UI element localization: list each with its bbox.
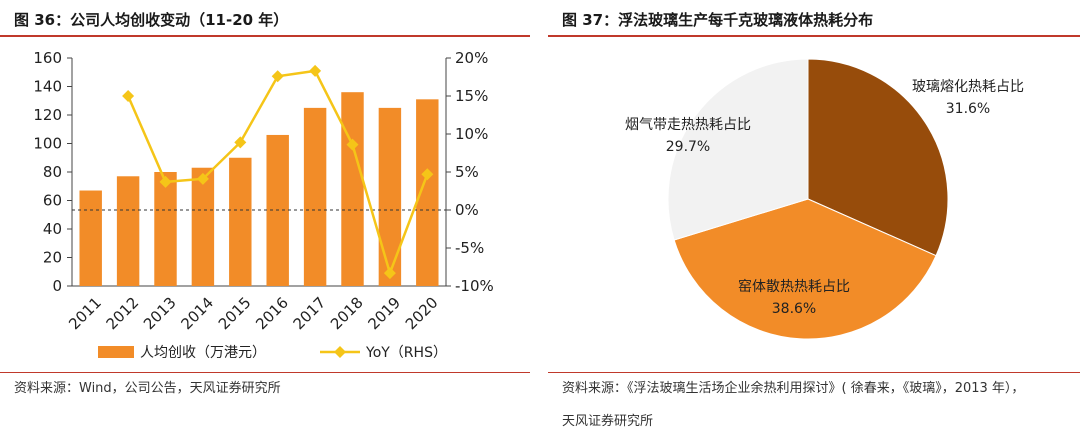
revenue-per-employee-chart: 0 20 40 60 80 100 120 140 160 -10% -5% 0% 5% 10% 15% 20… (33, 49, 494, 361)
right-tick-label: 0% (455, 201, 479, 219)
bar (416, 99, 439, 286)
right-figure-panel: 图 37：浮法玻璃生产每千克玻璃液体热耗分布 玻璃熔化热耗占比 31.6% 窑体散热… (548, 0, 1080, 435)
right-tick-label: -5% (455, 239, 484, 257)
left-tick-label: 40 (43, 220, 62, 238)
pie-slice-value: 29.7% (666, 139, 710, 155)
left-tick-label: 60 (43, 192, 62, 210)
bar (116, 176, 140, 286)
legend-bar-label: 人均创收（万港元） (140, 345, 266, 361)
yoy-point (234, 136, 247, 149)
pie-slice (667, 58, 809, 241)
x-tick-label: 2013 (140, 294, 180, 334)
pie-slice-label: 烟气带走热热耗占比 (625, 117, 751, 133)
yoy-point (271, 70, 284, 83)
x-tick-label: 2019 (364, 294, 404, 334)
figure-36-source: 资料来源：Wind，公司公告，天风证券研究所 (14, 381, 281, 396)
yoy-point (346, 138, 359, 151)
yoy-point (159, 175, 172, 188)
pie-slice (807, 58, 949, 257)
figure-37-title: 图 37：浮法玻璃生产每千克玻璃液体热耗分布 (562, 11, 874, 29)
left-figure-panel: 图 36：公司人均创收变动（11-20 年） 0 20 40 60 80 100 120 14… (0, 0, 530, 435)
pie-slice-label: 玻璃熔化热耗占比 (912, 78, 1024, 95)
title-divider (0, 35, 530, 37)
pie-slice-value: 38.6% (772, 301, 816, 317)
left-tick-label: 0 (52, 277, 62, 295)
right-tick-label: 5% (455, 163, 479, 181)
legend-line-label: YoY（RHS） (365, 345, 447, 361)
bar (154, 172, 177, 286)
pie-slice-label: 窑体散热热耗占比 (738, 278, 850, 295)
x-tick-label: 2011 (65, 294, 105, 334)
x-tick-label: 2012 (103, 294, 143, 334)
right-tick-label: -10% (455, 277, 494, 295)
legend-line-marker (334, 346, 346, 358)
yoy-point (309, 64, 322, 77)
source-divider (0, 372, 530, 373)
left-tick-label: 160 (33, 49, 62, 67)
pie-slice (673, 198, 937, 340)
figure-37-source-line2: 天风证券研究所 (562, 414, 654, 429)
left-tick-label: 20 (43, 249, 62, 267)
right-tick-label: 10% (455, 125, 488, 143)
yoy-point (383, 267, 396, 280)
x-tick-label: 2016 (252, 294, 292, 334)
yoy-point (421, 168, 434, 181)
bar (191, 167, 215, 286)
figure-37-source-line1: 资料来源：《浮法玻璃生活场企业余热利用探讨》( 徐春来，《玻璃》，2013 年）… (562, 381, 1025, 396)
x-tick-label: 2018 (327, 294, 367, 334)
yoy-point (122, 90, 135, 102)
x-tick-label: 2014 (177, 294, 217, 334)
x-tick-label: 2017 (290, 294, 330, 334)
left-tick-label: 140 (33, 78, 62, 96)
heat-consumption-pie-chart: 玻璃熔化热耗占比 31.6% 窑体散热热耗占比 38.6% 烟气带走热热耗占比 29.7% (625, 58, 1024, 340)
left-tick-label: 80 (43, 163, 62, 181)
left-tick-label: 120 (33, 106, 62, 124)
right-tick-label: 15% (455, 87, 488, 105)
figure-36-title: 图 36：公司人均创收变动（11-20 年） (14, 11, 289, 29)
yoy-point (196, 172, 209, 185)
title-divider (548, 35, 1080, 37)
right-tick-label: 20% (455, 49, 488, 67)
x-tick-label: 2015 (215, 294, 255, 334)
legend-bar-swatch (98, 346, 134, 358)
left-tick-label: 100 (33, 135, 62, 153)
x-tick-label: 2020 (402, 294, 442, 334)
bar (229, 157, 252, 286)
pie-slice-value: 31.6% (946, 101, 990, 117)
source-divider (548, 372, 1080, 373)
bar (303, 107, 327, 286)
bar (341, 92, 364, 286)
bar (79, 190, 102, 286)
bar (378, 107, 402, 286)
